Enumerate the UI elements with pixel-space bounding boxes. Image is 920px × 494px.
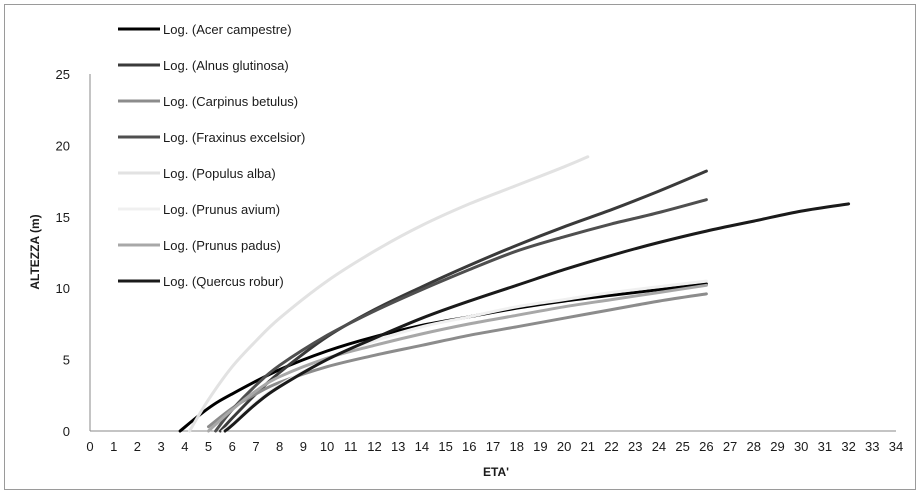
x-tick-label: 14 xyxy=(415,439,429,454)
series-lines xyxy=(178,155,851,433)
legend-label: Log. (Carpinus betulus) xyxy=(163,94,298,109)
x-tick-label: 0 xyxy=(86,439,93,454)
x-tick-label: 18 xyxy=(509,439,523,454)
y-tick-label: 25 xyxy=(56,67,70,82)
x-tick-label: 13 xyxy=(391,439,405,454)
x-tick-label: 30 xyxy=(794,439,808,454)
x-tick-label: 20 xyxy=(557,439,571,454)
y-tick-labels: 0 5 10 15 20 25 xyxy=(56,67,70,439)
x-tick-label: 6 xyxy=(229,439,236,454)
series-line xyxy=(218,169,708,433)
y-axis-title: ALTEZZA (m) xyxy=(28,214,42,289)
x-tick-label: 27 xyxy=(723,439,737,454)
x-tick-label: 12 xyxy=(367,439,381,454)
x-tick-label: 9 xyxy=(300,439,307,454)
x-axis-title: ETA' xyxy=(483,465,509,479)
y-tick-label: 5 xyxy=(63,353,70,368)
series-line xyxy=(207,292,708,429)
x-tick-label: 11 xyxy=(344,439,358,454)
y-tick-label: 15 xyxy=(56,210,70,225)
y-tick-label: 10 xyxy=(56,281,70,296)
chart-frame xyxy=(4,4,916,490)
x-tick-label: 26 xyxy=(699,439,713,454)
legend-label: Log. (Acer campestre) xyxy=(163,22,292,37)
x-tick-label: 33 xyxy=(865,439,879,454)
x-tick-label: 3 xyxy=(158,439,165,454)
x-tick-label: 5 xyxy=(205,439,212,454)
x-tick-label: 28 xyxy=(747,439,761,454)
x-tick-label: 4 xyxy=(181,439,188,454)
x-tick-labels: 0 1 2 3 4 5 6 7 8 9 10 11 12 13 14 15 16 17 18 19 20 21 22 23 24… xyxy=(86,439,903,454)
x-tick-label: 1 xyxy=(110,439,117,454)
legend-label: Log. (Prunus avium) xyxy=(163,202,280,217)
legend-label: Log. (Quercus robur) xyxy=(163,274,284,289)
series-line xyxy=(214,198,708,433)
legend-label: Log. (Fraxinus excelsior) xyxy=(163,130,305,145)
legend-label: Log. (Prunus padus) xyxy=(163,238,281,253)
x-tick-label: 2 xyxy=(134,439,141,454)
x-tick-label: 32 xyxy=(841,439,855,454)
x-tick-label: 19 xyxy=(533,439,547,454)
x-tick-label: 16 xyxy=(462,439,476,454)
x-tick-label: 24 xyxy=(652,439,666,454)
x-tick-label: 21 xyxy=(581,439,595,454)
x-tick-label: 22 xyxy=(604,439,618,454)
x-tick-label: 17 xyxy=(486,439,500,454)
legend: Log. (Acer campestre) Log. (Alnus glutino… xyxy=(118,22,305,289)
y-tick-label: 0 xyxy=(63,424,70,439)
legend-label: Log. (Alnus glutinosa) xyxy=(163,58,289,73)
series-line xyxy=(207,283,708,433)
x-tick-label: 23 xyxy=(628,439,642,454)
y-tick-label: 20 xyxy=(56,138,70,153)
x-tick-label: 10 xyxy=(320,439,334,454)
x-tick-label: 7 xyxy=(252,439,259,454)
x-tick-label: 34 xyxy=(889,439,903,454)
x-tick-label: 31 xyxy=(818,439,832,454)
x-tick-label: 25 xyxy=(675,439,689,454)
series-line xyxy=(188,155,590,433)
series-line xyxy=(223,202,851,433)
x-tick-label: 15 xyxy=(438,439,452,454)
x-tick-label: 8 xyxy=(276,439,283,454)
legend-label: Log. (Populus alba) xyxy=(163,166,276,181)
x-tick-label: 29 xyxy=(770,439,784,454)
